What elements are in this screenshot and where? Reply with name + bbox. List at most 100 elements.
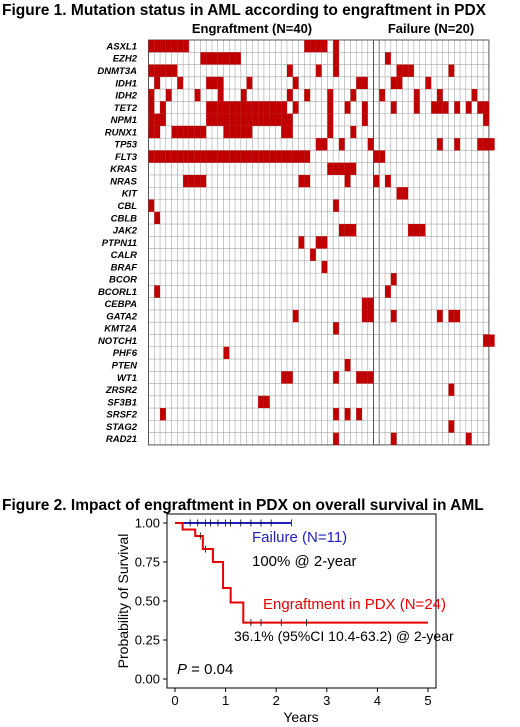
- x-tick-label: 1: [222, 693, 229, 708]
- y-tick-label: 1.00: [135, 516, 160, 531]
- mutation-cell: [246, 150, 253, 163]
- mutation-cell: [379, 150, 386, 163]
- mutation-cell: [275, 101, 282, 114]
- mutation-cell: [442, 101, 449, 114]
- mutation-cell: [194, 89, 201, 102]
- mutation-cell: [315, 138, 322, 151]
- mutation-cell: [390, 273, 397, 286]
- mutation-cell: [333, 40, 339, 53]
- mutation-cell: [396, 64, 403, 77]
- gene-label-idh2: IDH2: [115, 91, 137, 102]
- y-tick-label: 0.25: [135, 633, 160, 648]
- mutation-cell: [338, 224, 345, 237]
- gene-label-notch1: NOTCH1: [98, 336, 137, 347]
- mutation-cell: [206, 76, 212, 90]
- gene-label-calr: CALR: [111, 250, 138, 261]
- mutation-cell: [350, 162, 357, 175]
- mutation-cell: [483, 138, 489, 151]
- mutation-cell: [206, 52, 212, 65]
- mutation-cell: [477, 138, 484, 151]
- mutation-cell: [298, 174, 305, 188]
- mutation-cell: [483, 101, 489, 114]
- mutation-cell: [165, 40, 172, 53]
- mutation-cell: [223, 125, 230, 139]
- mutation-cell: [206, 150, 212, 163]
- mutation-cell: [263, 150, 270, 163]
- mutation-cell: [165, 64, 172, 77]
- mutation-cell: [252, 113, 259, 126]
- mutation-cell: [431, 101, 437, 114]
- mutation-cell: [246, 76, 253, 90]
- x-tick-label: 4: [374, 693, 381, 708]
- mutation-cell: [286, 125, 293, 139]
- gene-label-flt3: FLT3: [115, 152, 138, 163]
- mutation-cell: [240, 113, 247, 126]
- mutation-cell: [321, 138, 328, 151]
- mutation-cell: [165, 89, 172, 102]
- figure1-title: Figure 1. Mutation status in AML accordi…: [2, 2, 486, 19]
- gene-label-cebpa: CEBPA: [104, 299, 137, 310]
- gene-label-stag2: STAG2: [106, 422, 138, 433]
- mutation-cell: [188, 174, 195, 188]
- mutation-cell: [448, 383, 455, 396]
- mutation-cell: [333, 432, 339, 445]
- mutation-cell: [402, 64, 409, 77]
- mutation-cell: [154, 113, 161, 126]
- mutation-cell: [390, 309, 397, 323]
- mutation-cell: [223, 52, 230, 65]
- mutation-cell: [292, 76, 299, 90]
- mutation-cell: [240, 150, 247, 163]
- mutation-cell: [246, 125, 253, 139]
- mutation-cell: [235, 113, 241, 126]
- mutation-cell: [211, 150, 218, 163]
- mutation-cell: [217, 76, 224, 90]
- y-tick-label: 0.75: [135, 555, 160, 570]
- mutation-cell: [258, 113, 264, 126]
- mutation-cell: [390, 432, 397, 445]
- mutation-cell: [171, 64, 178, 77]
- mutation-cell: [396, 187, 403, 200]
- mutation-cell: [183, 150, 189, 163]
- mutation-cell: [188, 125, 195, 139]
- mutation-cell: [286, 150, 293, 163]
- gene-label-bcor: BCOR: [109, 275, 137, 286]
- mutation-cell: [269, 101, 276, 114]
- mutation-cell: [154, 64, 161, 77]
- mutation-cell: [321, 236, 328, 249]
- mutation-cell: [246, 101, 253, 114]
- mutation-cell: [240, 125, 247, 139]
- mutation-cell: [171, 40, 178, 53]
- mutation-cell: [160, 150, 166, 163]
- mutation-cell: [160, 113, 166, 126]
- mutation-heatmap: Engraftment (N=40) Failure (N=20) ASXL1 EZ…: [97, 21, 495, 446]
- mutation-cell: [211, 113, 218, 126]
- x-tick-label: 5: [424, 693, 431, 708]
- mutation-cell: [223, 113, 230, 126]
- mutation-cell: [211, 52, 218, 65]
- group-label-failure: Failure (N=20): [388, 21, 474, 36]
- x-tick-label: 0: [171, 693, 178, 708]
- gene-label-gata2: GATA2: [106, 311, 138, 322]
- gene-label-pten: PTEN: [112, 360, 138, 371]
- mutation-cell: [183, 125, 189, 139]
- mutation-cell: [333, 371, 339, 384]
- x-tick-label: 3: [323, 693, 330, 708]
- mutation-cell: [448, 64, 455, 77]
- mutation-cell: [483, 334, 489, 347]
- mutation-cell: [258, 150, 264, 163]
- mutation-cell: [177, 125, 184, 139]
- mutation-cell: [436, 89, 443, 102]
- mutation-cell: [310, 248, 316, 261]
- gene-label-idh1: IDH1: [115, 78, 137, 89]
- mutation-cell: [367, 297, 374, 310]
- mutation-cell: [361, 297, 368, 310]
- gene-label-asxl1: ASXL1: [105, 41, 137, 52]
- mutation-cell: [154, 40, 161, 53]
- y-axis-label: Probability of Survival: [115, 534, 131, 669]
- mutation-cell: [350, 89, 357, 102]
- gene-label-phf6: PHF6: [113, 348, 138, 359]
- mutation-cell: [263, 101, 270, 114]
- mutation-cell: [471, 89, 478, 102]
- mutation-cell: [333, 162, 339, 175]
